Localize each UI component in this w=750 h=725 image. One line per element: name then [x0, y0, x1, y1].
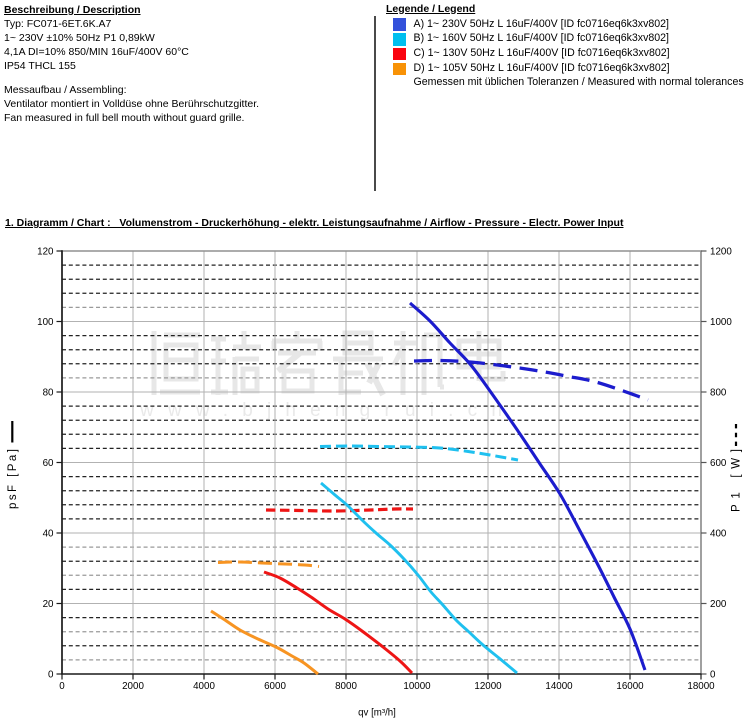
svg-text:400: 400 — [710, 529, 727, 540]
svg-text:200: 200 — [710, 599, 727, 610]
svg-text:2000: 2000 — [122, 681, 144, 692]
svg-text:120: 120 — [37, 247, 54, 258]
svg-text:60: 60 — [43, 458, 54, 469]
svg-text:qv [m³/h]: qv [m³/h] — [358, 708, 396, 719]
svg-text:8000: 8000 — [335, 681, 357, 692]
svg-text:0: 0 — [48, 670, 54, 681]
svg-text:psF [Pa]: psF [Pa] — [7, 449, 19, 509]
svg-text:16000: 16000 — [616, 681, 644, 692]
svg-text:18000: 18000 — [687, 681, 715, 692]
svg-text:4000: 4000 — [193, 681, 215, 692]
svg-text:www.bjhengrui.cn: www.bjhengrui.cn — [139, 400, 516, 421]
svg-text:12000: 12000 — [474, 681, 502, 692]
svg-text:6000: 6000 — [264, 681, 286, 692]
svg-text:10000: 10000 — [403, 681, 431, 692]
svg-text:600: 600 — [710, 458, 727, 469]
svg-text:80: 80 — [43, 388, 54, 399]
svg-text:20: 20 — [43, 599, 54, 610]
svg-text:0: 0 — [710, 670, 716, 681]
svg-text:1200: 1200 — [710, 247, 732, 258]
svg-text:P1 [W]: P1 [W] — [731, 449, 743, 512]
svg-text:0: 0 — [59, 681, 65, 692]
svg-text:40: 40 — [43, 529, 54, 540]
svg-text:100: 100 — [37, 317, 54, 328]
svg-text:1000: 1000 — [710, 317, 732, 328]
svg-text:800: 800 — [710, 388, 727, 399]
svg-text:14000: 14000 — [545, 681, 573, 692]
